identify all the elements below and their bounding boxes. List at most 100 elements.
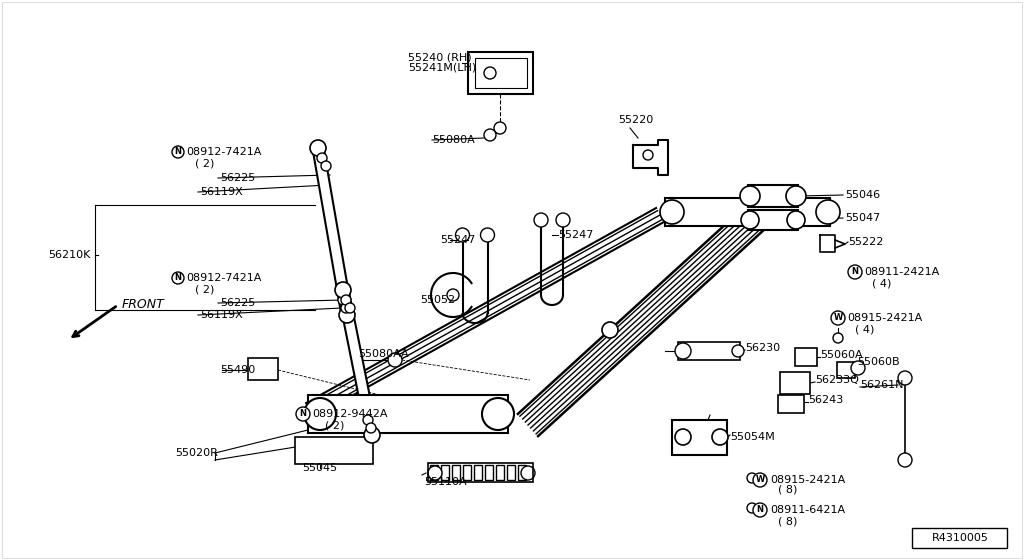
Text: 08912-7421A: 08912-7421A <box>186 147 261 157</box>
Text: 08911-6421A: 08911-6421A <box>770 505 845 515</box>
Text: 56119X: 56119X <box>200 310 243 320</box>
Bar <box>463 465 471 480</box>
Bar <box>748 210 798 230</box>
Circle shape <box>341 295 351 305</box>
Bar <box>837 362 855 378</box>
Circle shape <box>833 333 843 343</box>
Text: 55247: 55247 <box>440 235 475 245</box>
Bar <box>474 465 482 480</box>
Text: N: N <box>174 147 181 156</box>
Circle shape <box>746 473 757 483</box>
Circle shape <box>482 398 514 430</box>
Bar <box>778 395 804 413</box>
Text: 55220: 55220 <box>618 115 653 125</box>
Bar <box>780 372 810 394</box>
Text: ( 2): ( 2) <box>195 158 214 168</box>
Bar <box>295 437 373 464</box>
Text: 56119X: 56119X <box>200 187 243 197</box>
Text: 55046: 55046 <box>845 190 880 200</box>
Text: ( 4): ( 4) <box>872 278 891 288</box>
Text: 08915-2421A: 08915-2421A <box>847 313 923 323</box>
Circle shape <box>602 322 618 338</box>
Text: N: N <box>757 506 764 515</box>
Bar <box>430 465 438 480</box>
Bar <box>485 465 493 480</box>
Circle shape <box>741 211 759 229</box>
Text: W: W <box>834 314 843 323</box>
Circle shape <box>296 407 310 421</box>
Circle shape <box>816 200 840 224</box>
Circle shape <box>345 303 355 313</box>
Circle shape <box>534 213 548 227</box>
Text: 55060B: 55060B <box>857 357 900 367</box>
Text: 08915-2421A: 08915-2421A <box>770 475 845 485</box>
Text: 56225: 56225 <box>220 298 255 308</box>
Circle shape <box>831 311 845 325</box>
Circle shape <box>338 295 348 305</box>
Text: W: W <box>756 475 765 484</box>
Circle shape <box>675 343 691 359</box>
Circle shape <box>366 423 376 433</box>
Circle shape <box>494 122 506 134</box>
Circle shape <box>172 146 184 158</box>
Bar <box>795 348 817 366</box>
Circle shape <box>660 200 684 224</box>
Circle shape <box>339 307 355 323</box>
Circle shape <box>310 140 326 156</box>
Bar <box>678 342 740 360</box>
Text: 56210K: 56210K <box>48 250 90 260</box>
Circle shape <box>898 453 912 467</box>
Circle shape <box>740 186 760 206</box>
Bar <box>308 395 508 433</box>
Circle shape <box>898 371 912 385</box>
Text: 55052: 55052 <box>420 295 455 305</box>
Circle shape <box>851 361 865 375</box>
Text: 56225: 56225 <box>220 173 255 183</box>
Circle shape <box>732 345 744 357</box>
Text: R4310005: R4310005 <box>932 533 988 543</box>
Circle shape <box>447 289 459 301</box>
Text: ( 2): ( 2) <box>195 285 214 295</box>
Text: ( 2): ( 2) <box>325 420 344 430</box>
Bar <box>441 465 449 480</box>
Circle shape <box>362 415 373 425</box>
Circle shape <box>364 427 380 443</box>
Bar <box>672 420 727 455</box>
Circle shape <box>480 228 495 242</box>
Circle shape <box>335 282 351 298</box>
Text: 55045: 55045 <box>302 463 337 473</box>
Text: 55110A: 55110A <box>424 477 467 487</box>
Text: 56243: 56243 <box>808 395 843 405</box>
Circle shape <box>786 186 806 206</box>
Bar <box>248 358 278 380</box>
Text: 56230: 56230 <box>745 343 780 353</box>
Bar <box>507 465 515 480</box>
Bar <box>518 465 526 480</box>
Polygon shape <box>338 289 378 436</box>
Circle shape <box>341 303 351 313</box>
Text: 55247: 55247 <box>558 230 593 240</box>
Circle shape <box>484 67 496 79</box>
Circle shape <box>753 503 767 517</box>
Text: 55080A: 55080A <box>432 135 475 145</box>
Text: 55080AA: 55080AA <box>358 349 409 359</box>
Circle shape <box>675 429 691 445</box>
Bar <box>468 52 534 94</box>
Text: N: N <box>299 409 306 418</box>
Circle shape <box>456 228 469 242</box>
Text: 56233Q: 56233Q <box>815 375 859 385</box>
Text: 55054M: 55054M <box>730 432 775 442</box>
Circle shape <box>556 213 570 227</box>
Text: 55240 (RH): 55240 (RH) <box>408 53 472 63</box>
Circle shape <box>787 211 805 229</box>
Text: ( 8): ( 8) <box>778 485 798 495</box>
Polygon shape <box>312 147 352 316</box>
Bar <box>475 58 527 88</box>
Text: ( 8): ( 8) <box>778 516 798 526</box>
Text: 56261N: 56261N <box>860 380 903 390</box>
Bar <box>665 198 830 226</box>
Text: 55222: 55222 <box>848 237 884 247</box>
Bar <box>496 465 504 480</box>
Circle shape <box>321 161 331 171</box>
Bar <box>452 465 460 480</box>
